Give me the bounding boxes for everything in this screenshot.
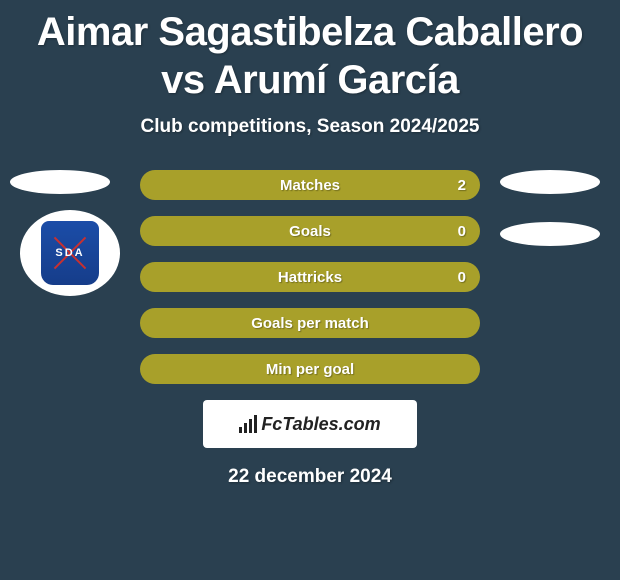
bars-chart-icon <box>239 415 257 433</box>
stat-bar-matches: Matches 2 <box>140 170 480 200</box>
stat-bar-goals: Goals 0 <box>140 216 480 246</box>
stat-label: Goals per match <box>251 315 369 332</box>
stat-value: 0 <box>458 269 466 286</box>
right-player-marker-2 <box>500 222 600 246</box>
stat-bars: Matches 2 Goals 0 Hattricks 0 Goals per … <box>140 170 480 384</box>
stat-bar-goals-per-match: Goals per match <box>140 308 480 338</box>
stat-value: 2 <box>458 177 466 194</box>
stat-label: Matches <box>280 177 340 194</box>
site-name: FcTables.com <box>261 414 380 435</box>
club-badge: SDA <box>20 210 120 296</box>
stats-area: SDA Matches 2 Goals 0 Hattricks 0 Goals … <box>0 170 620 488</box>
stat-bar-min-per-goal: Min per goal <box>140 354 480 384</box>
club-badge-shield: SDA <box>41 221 99 285</box>
footer-date: 22 december 2024 <box>0 466 620 488</box>
subtitle: Club competitions, Season 2024/2025 <box>0 116 620 138</box>
stat-label: Hattricks <box>278 269 342 286</box>
badge-text: SDA <box>55 247 84 259</box>
stat-bar-hattricks: Hattricks 0 <box>140 262 480 292</box>
branding-box: FcTables.com <box>203 400 417 448</box>
page-title: Aimar Sagastibelza Caballero vs Arumí Ga… <box>0 0 620 108</box>
stat-label: Min per goal <box>266 361 354 378</box>
right-player-marker <box>500 170 600 194</box>
stat-value: 0 <box>458 223 466 240</box>
left-player-marker <box>10 170 110 194</box>
comparison-card: Aimar Sagastibelza Caballero vs Arumí Ga… <box>0 0 620 488</box>
stat-label: Goals <box>289 223 331 240</box>
